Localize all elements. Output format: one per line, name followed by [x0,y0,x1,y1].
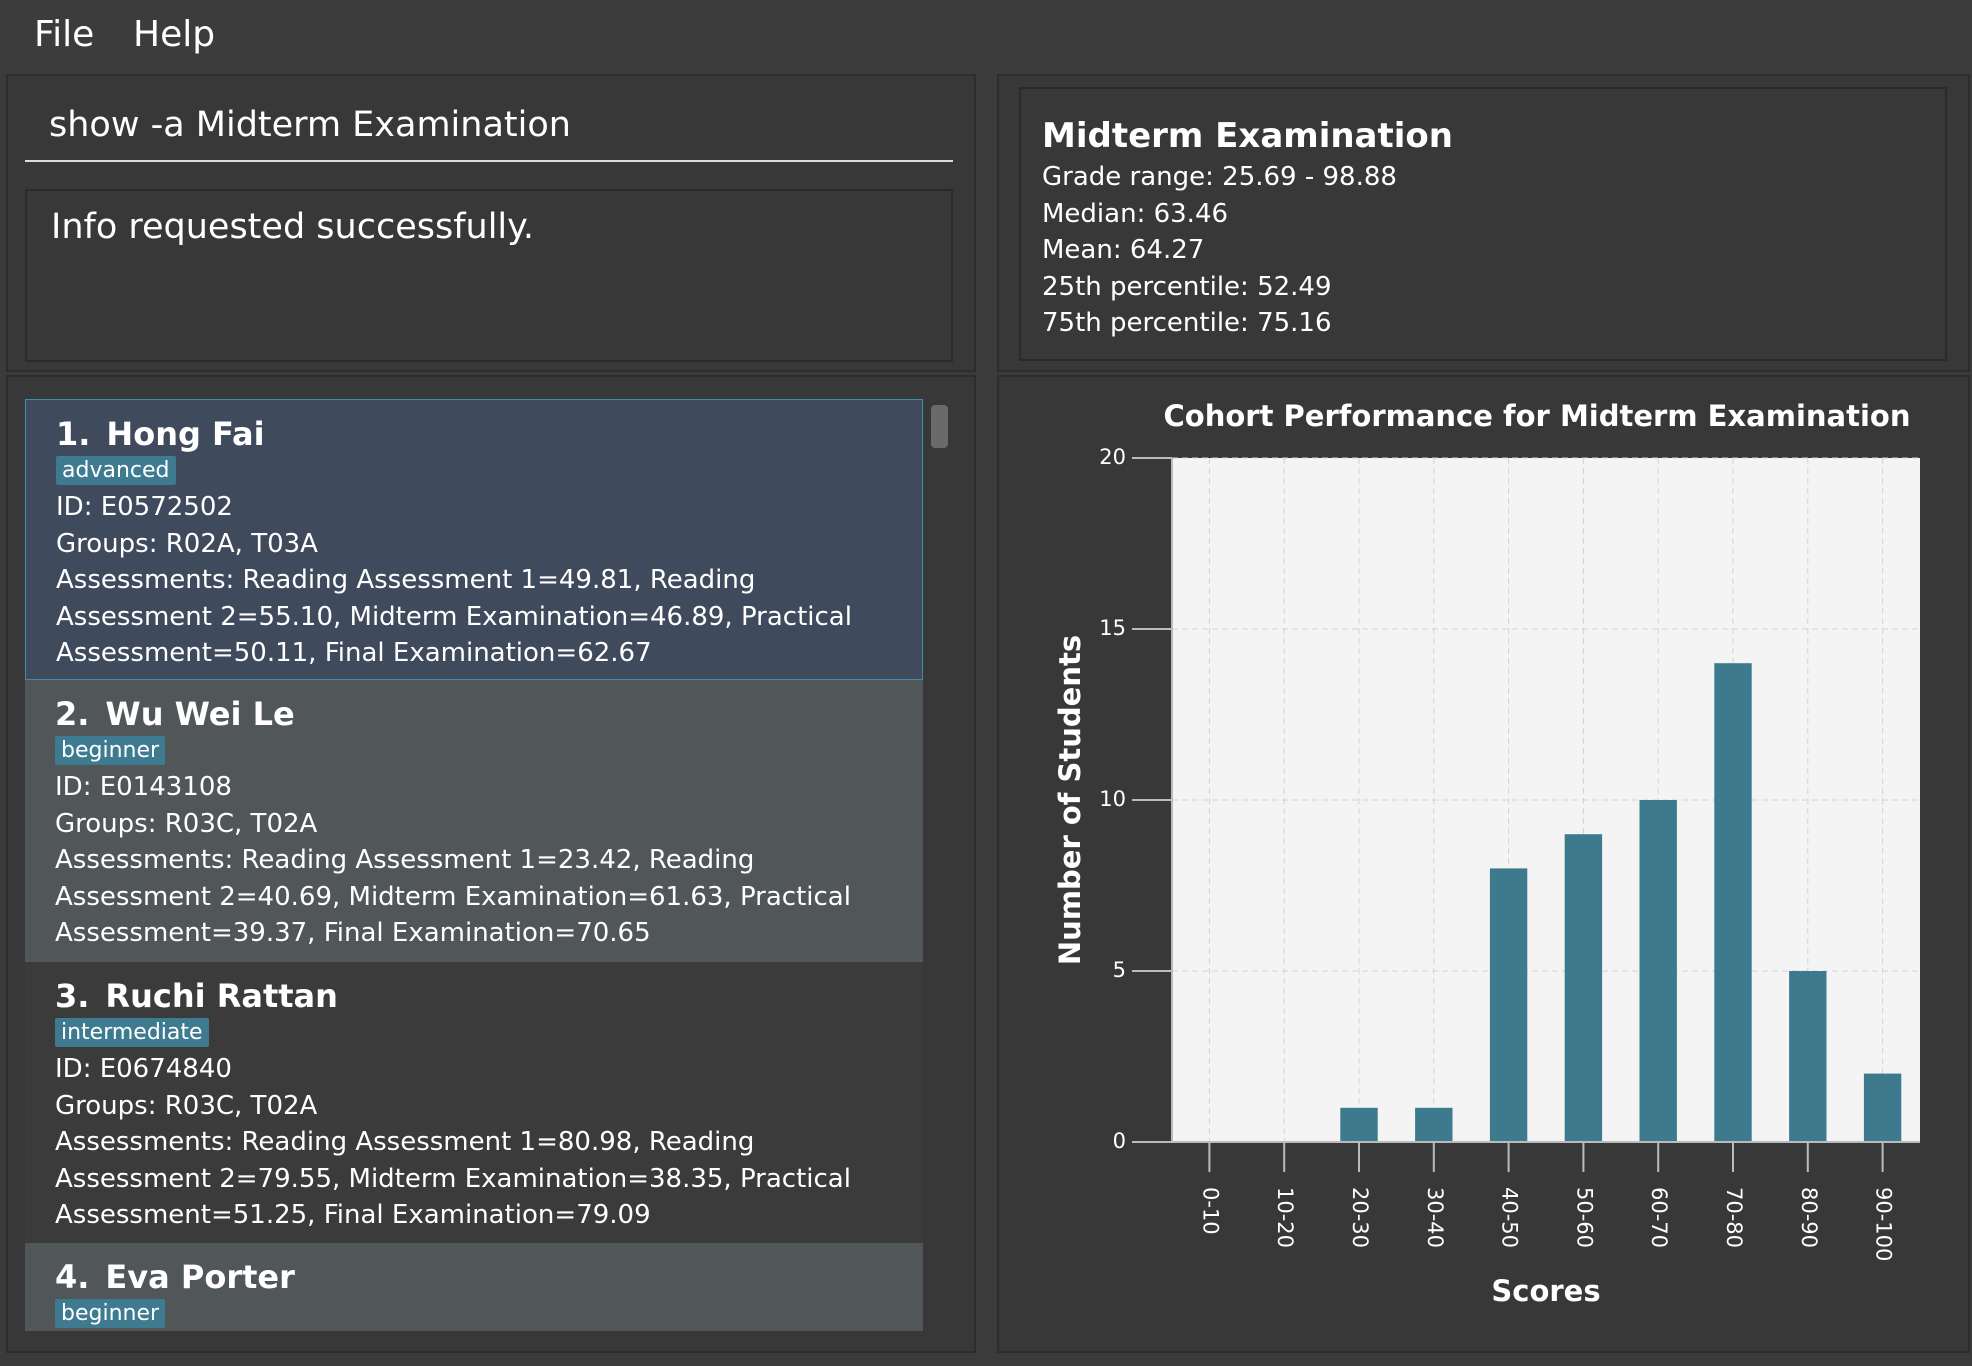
bar [1863,1073,1902,1142]
y-tick-label: 5 [1113,958,1126,982]
student-header: 3. Ruchi Rattan [55,976,893,1016]
stats-line: 75th percentile: 75.16 [1042,308,1332,338]
result-box: Info requested successfully. [25,189,953,362]
student-index: 4. [55,1258,90,1296]
x-tick-label: 70-80 [1722,1187,1746,1248]
stats-line: Median: 63.46 [1042,198,1229,229]
student-name: Wu Wei Le [105,695,295,733]
stats-line: Mean: 64.27 [1042,235,1205,265]
student-id: ID: E0674840 [55,1054,232,1084]
y-tick-label: 20 [1099,445,1126,469]
bar [1564,834,1603,1142]
student-tag: beginner [55,1299,166,1328]
command-box[interactable]: show -a Midterm Examination [25,100,953,162]
x-axis-label: Scores [1491,1274,1600,1308]
tag-row: intermediate [55,1016,893,1051]
student-id: ID: E0572502 [56,492,233,522]
x-tick-label: 50-60 [1572,1187,1596,1248]
student-card[interactable]: 2. Wu Wei Le beginner ID: E0143108 Groups: R… [25,680,923,962]
student-groups: Groups: R03C, T02A [55,1090,318,1121]
stats-line: Grade range: 25.69 - 98.88 [1042,162,1397,192]
y-tick-label: 15 [1099,616,1126,640]
student-card[interactable]: 3. Ruchi Rattan intermediate ID: E0674840 Gr… [25,962,923,1243]
student-name: Eva Porter [105,1258,295,1296]
y-tick-label: 10 [1099,787,1126,811]
bar [1639,800,1677,1142]
bar [1789,971,1827,1142]
student-groups: Groups: R02A, T03A [56,528,318,559]
student-tag: beginner [55,736,166,765]
x-tick-label: 0-10 [1198,1187,1222,1235]
student-header: 1. Hong Fai [56,414,892,454]
student-assessments: Assessments: Reading Assessment 1=23.42,… [55,845,851,948]
tag-row: beginner [55,734,893,769]
student-assessments: Assessments: Reading Assessment 1=80.98,… [55,1127,851,1230]
x-tick-label: 80-90 [1797,1187,1821,1248]
bar [1340,1107,1378,1142]
student-assessments: Assessments: Reading Assessment 1=49.81,… [56,565,852,668]
student-tag: intermediate [55,1018,209,1047]
tag-row: advanced [56,454,892,489]
x-tick-label: 40-50 [1498,1187,1522,1248]
student-header: 4. Eva Porter [55,1257,893,1297]
x-tick-label: 10-20 [1273,1187,1297,1248]
student-index: 1. [56,415,91,453]
y-tick-label: 0 [1113,1129,1126,1153]
menu-item[interactable]: Help [133,14,216,55]
student-card[interactable]: 4. Eva Porter beginner [25,1243,923,1331]
x-tick-label: 30-40 [1423,1187,1447,1248]
student-groups: Groups: R03C, T02A [55,808,318,839]
y-axis-label: Number of Students [1053,635,1087,965]
student-header: 2. Wu Wei Le [55,694,893,734]
student-name: Hong Fai [106,415,265,453]
x-tick-label: 60-70 [1647,1187,1671,1248]
x-tick-label: 20-30 [1348,1187,1372,1248]
student-name: Ruchi Rattan [105,977,338,1015]
student-tag: advanced [56,456,176,485]
bar [1489,868,1528,1142]
scrollbar[interactable] [931,405,948,448]
chart: Cohort Performance for Midterm Examinati… [1053,399,1920,1308]
stats-title: Midterm Examination [1042,116,1453,156]
stats-box: Midterm Examination Grade range: 25.69 -… [1019,87,1947,361]
tag-row: beginner [55,1297,893,1331]
x-tick-label: 90-100 [1872,1187,1896,1261]
student-card[interactable]: 1. Hong Fai advanced ID: E0572502 Groups: R0… [25,399,923,680]
menu-item[interactable]: File [34,14,95,55]
student-index: 3. [55,977,90,1015]
student-id: ID: E0143108 [55,772,232,802]
student-index: 2. [55,695,90,733]
bar [1415,1107,1453,1142]
menu-bar: File Help [0,0,1972,73]
chart-title: Cohort Performance for Midterm Examinati… [1164,399,1911,433]
bar [1714,663,1752,1142]
stats-line: 25th percentile: 52.49 [1042,271,1332,302]
